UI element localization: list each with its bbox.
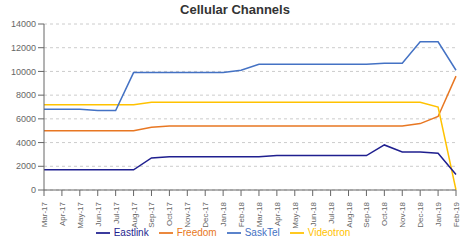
svg-text:2000: 2000 bbox=[16, 161, 36, 171]
svg-text:Aug-17: Aug-17 bbox=[130, 201, 139, 227]
svg-text:4000: 4000 bbox=[16, 138, 36, 148]
svg-text:10000: 10000 bbox=[11, 67, 36, 77]
svg-text:Mar-18: Mar-18 bbox=[255, 201, 264, 227]
html-text:Cellular Channels: Cellular Channels bbox=[180, 2, 290, 17]
svg-text:Feb-18: Feb-18 bbox=[237, 201, 246, 227]
svg-text:Jan-18: Jan-18 bbox=[219, 201, 228, 226]
svg-text:Feb-19: Feb-19 bbox=[452, 201, 461, 227]
html-text:SaskTel: SaskTel bbox=[244, 226, 280, 238]
svg-text:14000: 14000 bbox=[11, 20, 36, 29]
svg-text:Aug-18: Aug-18 bbox=[345, 201, 354, 227]
svg-text:8000: 8000 bbox=[16, 90, 36, 100]
svg-text:Jul-18: Jul-18 bbox=[327, 201, 336, 223]
svg-text:Jan-19: Jan-19 bbox=[434, 201, 443, 226]
svg-text:Sep-17: Sep-17 bbox=[147, 201, 156, 227]
svg-text:Sep-18: Sep-18 bbox=[362, 201, 371, 227]
svg-text:May-17: May-17 bbox=[76, 201, 85, 228]
svg-text:0: 0 bbox=[31, 185, 36, 195]
svg-text:Apr-18: Apr-18 bbox=[273, 201, 282, 226]
html-text:Freedom: Freedom bbox=[176, 226, 217, 238]
svg-text:12000: 12000 bbox=[11, 43, 36, 53]
html-text:Videotron: Videotron bbox=[307, 226, 351, 238]
svg-text:Apr-17: Apr-17 bbox=[58, 201, 67, 226]
svg-text:Jun-17: Jun-17 bbox=[94, 201, 103, 226]
svg-text:Oct-18: Oct-18 bbox=[380, 201, 389, 226]
svg-text:Dec-17: Dec-17 bbox=[201, 201, 210, 227]
html-text:Eastlink: Eastlink bbox=[113, 226, 149, 238]
svg-text:May-18: May-18 bbox=[291, 201, 300, 228]
svg-text:6000: 6000 bbox=[16, 114, 36, 124]
svg-text:Dec-18: Dec-18 bbox=[416, 201, 425, 227]
svg-text:Nov-18: Nov-18 bbox=[398, 201, 407, 227]
svg-text:Jul-17: Jul-17 bbox=[112, 201, 121, 223]
svg-text:Oct-17: Oct-17 bbox=[165, 201, 174, 226]
svg-text:Jun-18: Jun-18 bbox=[309, 201, 318, 226]
svg-text:Mar-17: Mar-17 bbox=[40, 201, 49, 227]
svg-text:Nov-17: Nov-17 bbox=[183, 201, 192, 227]
